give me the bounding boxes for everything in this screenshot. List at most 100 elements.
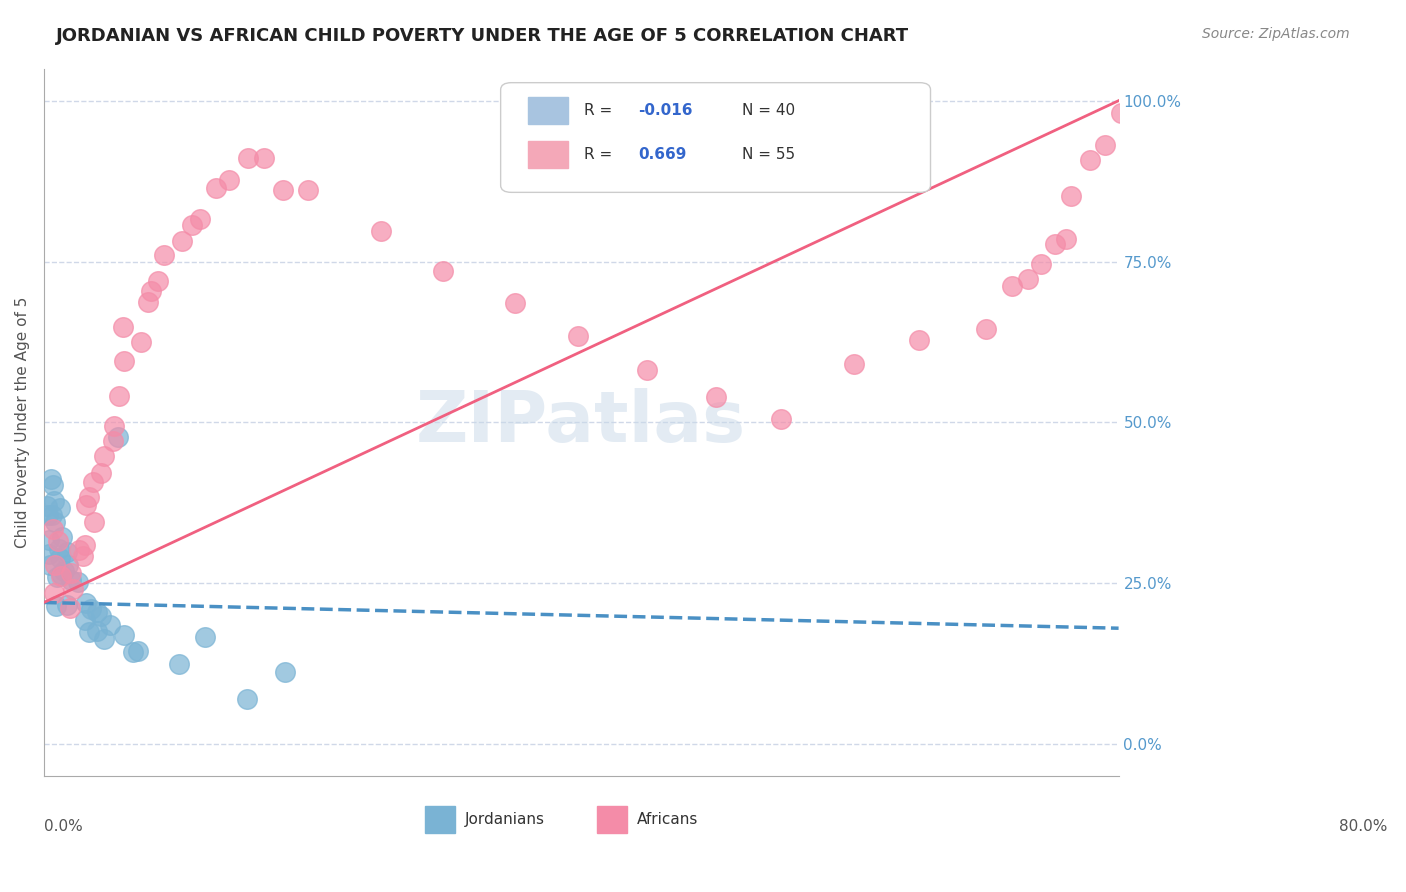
Point [48, 542, 70, 557]
Point [44, 515, 66, 529]
Text: Jordanians: Jordanians [465, 812, 546, 827]
FancyBboxPatch shape [527, 141, 568, 168]
Point [98, 618, 121, 632]
Point [974, 322, 997, 336]
Point [129, 335, 152, 350]
Point [49, 500, 72, 515]
Point [273, 665, 295, 679]
Point [53, 564, 76, 578]
Point [1031, 257, 1053, 271]
Point [1109, 105, 1132, 120]
Point [122, 645, 145, 659]
FancyBboxPatch shape [598, 805, 627, 833]
Text: 80.0%: 80.0% [1339, 819, 1388, 834]
Point [58, 600, 80, 615]
Point [59, 566, 82, 581]
Point [181, 218, 204, 232]
Point [44, 493, 66, 508]
Point [75, 499, 97, 513]
Text: Source: ZipAtlas.com: Source: ZipAtlas.com [1202, 27, 1350, 41]
Point [38, 547, 60, 561]
Point [86, 605, 108, 619]
Point [37, 508, 59, 522]
Text: N = 40: N = 40 [742, 103, 796, 118]
Point [139, 284, 162, 298]
Text: N = 55: N = 55 [742, 146, 796, 161]
Point [90, 466, 112, 480]
Point [45, 599, 67, 613]
Point [205, 181, 228, 195]
Point [41, 508, 63, 522]
Point [51, 530, 73, 544]
Point [37, 499, 59, 513]
Text: 0.0%: 0.0% [44, 819, 83, 834]
Y-axis label: Child Poverty Under the Age of 5: Child Poverty Under the Age of 5 [15, 297, 30, 548]
Point [112, 354, 135, 368]
Point [1017, 272, 1039, 286]
FancyBboxPatch shape [527, 97, 568, 124]
Point [108, 389, 131, 403]
Point [72, 549, 94, 563]
Point [77, 490, 100, 504]
Point [297, 183, 319, 197]
Point [82, 475, 104, 490]
Point [503, 295, 526, 310]
Point [1043, 236, 1066, 251]
Point [93, 632, 115, 646]
Text: JORDANIAN VS AFRICAN CHILD POVERTY UNDER THE AGE OF 5 CORRELATION CHART: JORDANIAN VS AFRICAN CHILD POVERTY UNDER… [56, 27, 910, 45]
Point [567, 329, 589, 343]
Point [77, 624, 100, 639]
Text: -0.016: -0.016 [638, 103, 693, 118]
Point [907, 333, 929, 347]
Point [83, 515, 105, 529]
Point [706, 390, 728, 404]
Point [49, 551, 72, 566]
Point [253, 151, 276, 165]
Point [236, 151, 259, 165]
Text: R =: R = [585, 103, 617, 118]
Point [51, 567, 73, 582]
Point [153, 248, 176, 262]
Point [1054, 232, 1077, 246]
Point [1060, 189, 1083, 203]
Point [60, 573, 83, 587]
Point [55, 598, 77, 612]
Point [127, 644, 149, 658]
Point [49, 569, 72, 583]
Point [41, 472, 63, 486]
Point [44, 558, 66, 573]
Point [66, 575, 89, 590]
Point [112, 628, 135, 642]
Point [188, 212, 211, 227]
Text: R =: R = [585, 146, 617, 161]
Point [637, 362, 659, 376]
Point [432, 264, 454, 278]
Point [93, 449, 115, 463]
Point [75, 596, 97, 610]
FancyBboxPatch shape [426, 805, 456, 833]
Point [80, 601, 103, 615]
Text: ZIPatlas: ZIPatlas [416, 388, 747, 457]
Point [1078, 153, 1101, 167]
Point [42, 477, 65, 491]
Point [42, 585, 65, 599]
Point [73, 537, 96, 551]
Point [146, 274, 169, 288]
Point [194, 630, 217, 644]
Point [1094, 138, 1116, 153]
Point [218, 173, 240, 187]
Point [62, 582, 84, 596]
Point [38, 558, 60, 573]
Point [86, 624, 108, 638]
Point [45, 570, 67, 584]
Text: 0.669: 0.669 [638, 146, 686, 161]
Point [1001, 279, 1024, 293]
Point [90, 609, 112, 624]
Point [46, 534, 69, 549]
Point [38, 533, 60, 548]
Point [42, 522, 65, 536]
Point [101, 434, 124, 448]
Point [56, 545, 79, 559]
Point [370, 225, 392, 239]
Point [271, 183, 294, 197]
